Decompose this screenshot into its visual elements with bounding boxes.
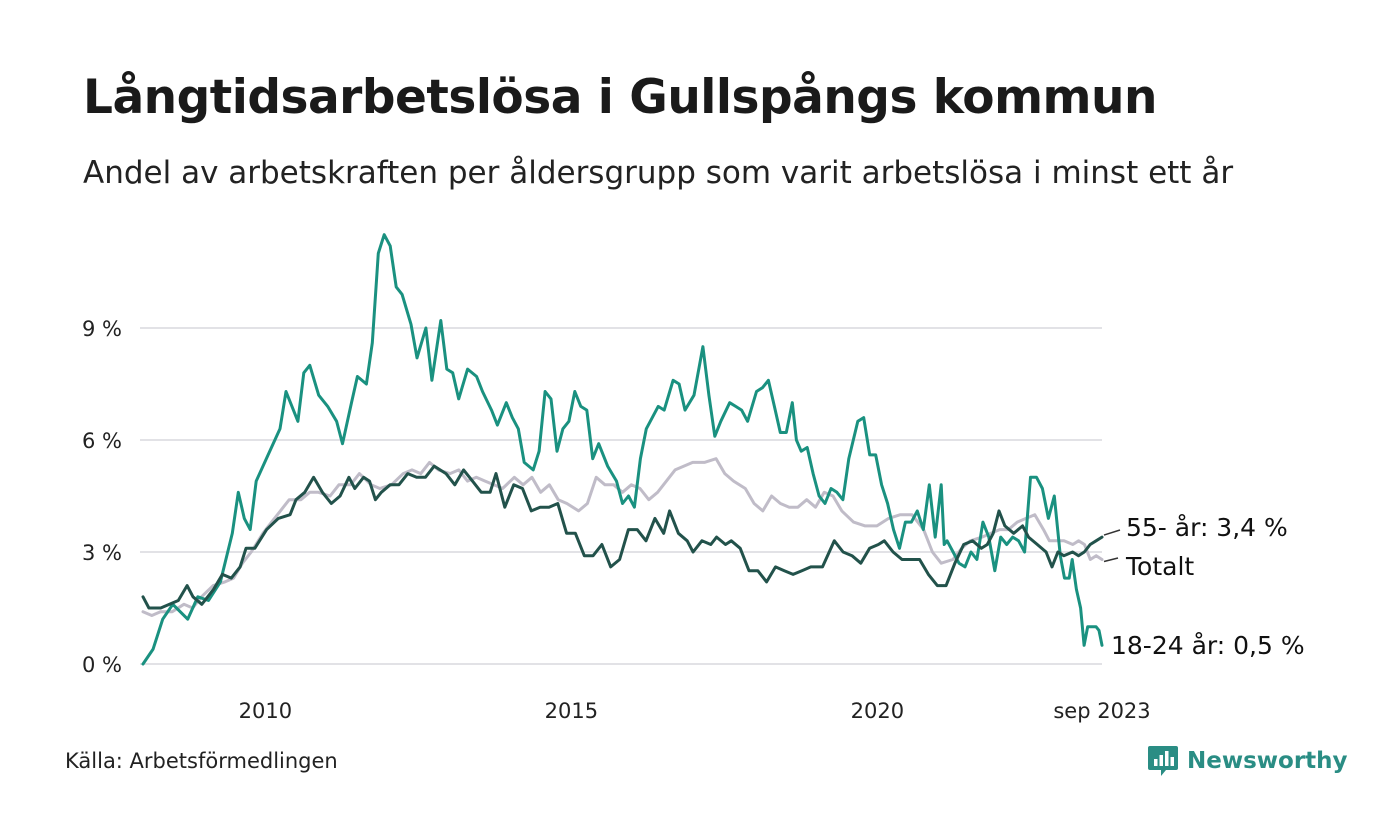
x-tick-label: 2020 (851, 699, 904, 723)
y-tick-label: 3 % (82, 541, 122, 565)
chart-title: Långtidsarbetslösa i Gullspångs kommun (83, 70, 1157, 125)
series-end-labels: 55- år: 3,4 % Totalt 18-24 år: 0,5 % (1103, 513, 1305, 660)
y-axis-ticks: 0 % 3 % 6 % 9 % (82, 317, 122, 677)
y-tick-label: 9 % (82, 317, 122, 341)
series-lines (141, 233, 1104, 666)
x-tick-label: 2010 (239, 699, 292, 723)
series-line-1 (141, 464, 1104, 610)
x-tick-label: 2015 (545, 699, 598, 723)
end-label-18-24: 18-24 år: 0,5 % (1111, 631, 1305, 660)
end-label-totalt: Totalt (1125, 552, 1194, 581)
end-label-leader (1103, 529, 1121, 536)
x-axis-ticks: 2010 2015 2020 sep 2023 (239, 699, 1151, 723)
brand-name: Newsworthy (1187, 748, 1348, 774)
end-label-55: 55- år: 3,4 % (1126, 513, 1288, 542)
chart-subtitle: Andel av arbetskraften per åldersgrupp s… (83, 155, 1234, 191)
y-tick-label: 0 % (82, 653, 122, 677)
series-line-0 (141, 233, 1104, 666)
x-tick-label: sep 2023 (1053, 699, 1150, 723)
newsworthy-icon (1148, 746, 1178, 776)
end-label-leader (1103, 557, 1119, 563)
newsworthy-logo: Newsworthy (1147, 744, 1348, 778)
y-tick-label: 6 % (82, 429, 122, 453)
series-line-2 (141, 457, 1104, 617)
gridlines (140, 327, 1102, 665)
source-note: Källa: Arbetsförmedlingen (65, 749, 338, 773)
